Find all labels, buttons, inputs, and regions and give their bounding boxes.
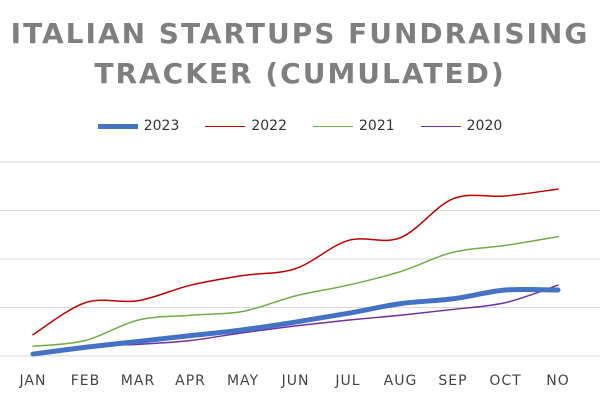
legend-item-2020: 2020 — [420, 118, 503, 134]
chart-title-line-2: TRACKER (CUMULATED) — [94, 57, 506, 90]
legend-swatch — [313, 125, 353, 127]
legend-item-2023: 2023 — [97, 118, 180, 134]
legend-item-2021: 2021 — [313, 118, 395, 134]
series-line-2021 — [32, 235, 559, 348]
legend-label: 2023 — [143, 118, 180, 134]
series-line-2022 — [32, 188, 559, 336]
x-tick-label: AUG — [384, 373, 418, 389]
chart-legend: 2023 2022 2021 2020 — [0, 114, 600, 138]
x-tick-label: OCT — [489, 373, 521, 389]
legend-label: 2022 — [251, 118, 287, 134]
x-tick-label: APR — [175, 373, 206, 389]
x-tick-label: MAR — [121, 373, 155, 389]
series-lines — [30, 188, 561, 357]
legend-label: 2020 — [466, 118, 503, 134]
legend-swatch — [97, 123, 138, 129]
legend-swatch — [420, 125, 461, 127]
x-tick-label: MAY — [227, 373, 259, 389]
x-tick-label: JUL — [334, 373, 360, 389]
gridlines — [0, 161, 600, 357]
chart-title-line-1: ITALIAN STARTUPS FUNDRAISING — [10, 17, 590, 50]
legend-label: 2021 — [359, 118, 395, 134]
legend-item-2022: 2022 — [205, 118, 287, 134]
x-tick-label: JUN — [281, 373, 310, 389]
x-tick-label: NO — [546, 373, 570, 389]
x-axis-tick-labels: JAN FEB MAR APR MAY JUN JUL AUG SEP OCT NO — [19, 373, 570, 389]
x-tick-label: SEP — [438, 373, 467, 389]
x-tick-label: FEB — [71, 373, 101, 389]
chart-title: ITALIAN STARTUPS FUNDRAISING TRACKER (CU… — [0, 14, 600, 94]
series-line-2023 — [30, 286, 561, 357]
x-tick-label: JAN — [19, 373, 47, 389]
legend-swatch — [205, 125, 246, 127]
